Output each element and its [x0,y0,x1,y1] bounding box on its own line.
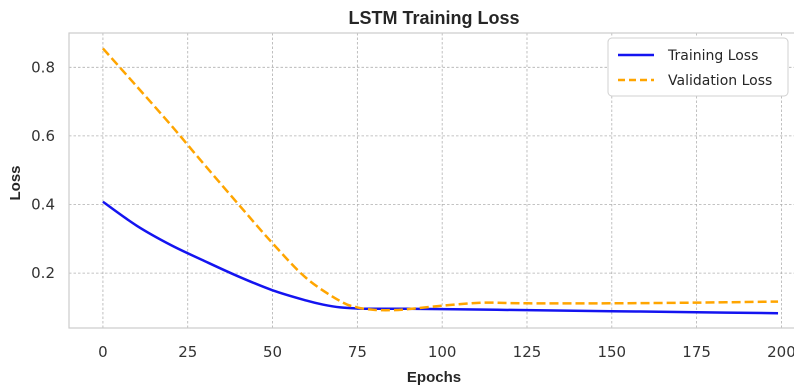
y-tick-label: 0.2 [31,264,55,282]
x-tick-label: 125 [513,343,542,361]
x-tick-label: 75 [348,343,367,361]
y-tick-label: 0.6 [31,127,55,145]
x-tick-label: 200 [767,343,794,361]
y-tick-label: 0.8 [31,58,55,76]
legend-label-training: Training Loss [667,48,758,64]
legend-label-validation: Validation Loss [668,73,772,89]
tick-labels: 0 25 50 75 100 125 150 175 200 0.2 0.4 0.6 0.8 [31,58,794,361]
x-tick-label: 100 [428,343,457,361]
legend-box [607,37,789,97]
x-axis-label: Epochs [407,369,461,386]
legend: Training Loss Validation Loss [607,37,789,97]
y-tick-label: 0.4 [31,196,55,214]
x-tick-label: 175 [682,343,711,361]
series-lines [101,47,779,315]
chart-title: LSTM Training Loss [348,8,519,28]
y-axis-label: Loss [7,165,24,200]
plot-frame [68,32,794,329]
x-tick-label: 150 [597,343,626,361]
x-tick-label: 0 [98,343,108,361]
x-tick-label: 25 [178,343,197,361]
validation-loss-line [101,47,779,312]
x-tick-label: 50 [263,343,282,361]
training-loss-line [102,200,779,315]
